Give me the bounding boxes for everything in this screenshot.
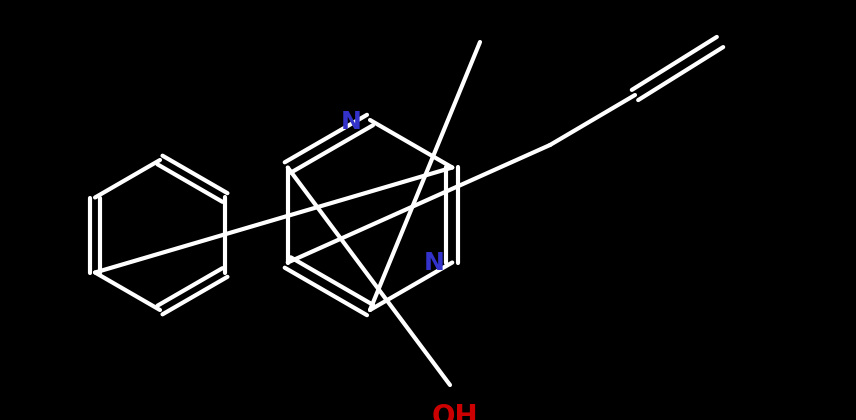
Text: OH: OH: [431, 403, 479, 420]
Text: N: N: [342, 110, 362, 134]
Text: N: N: [424, 250, 444, 275]
